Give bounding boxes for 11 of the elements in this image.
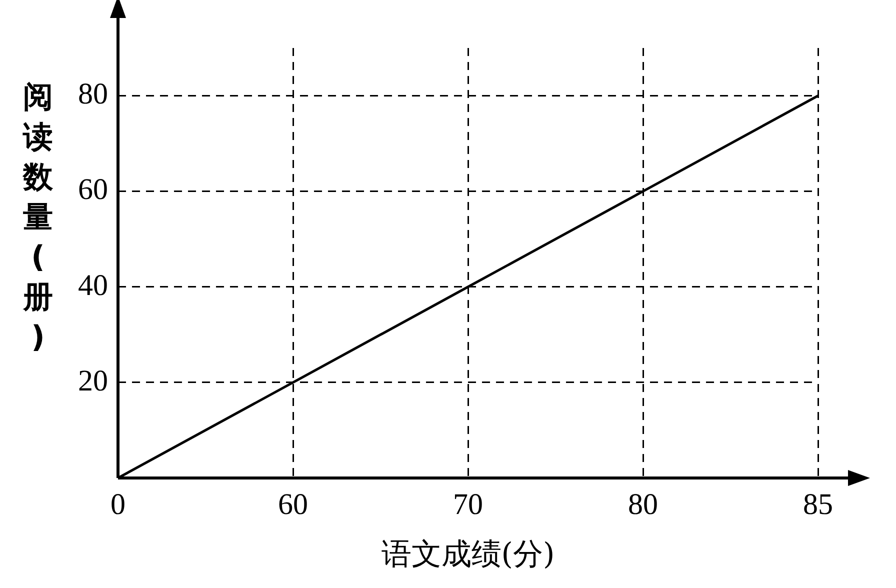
x-tick-label: 0 [110,488,126,521]
y-tick-label: 20 [78,364,108,398]
x-tick-label: 85 [803,488,833,521]
y-axis-title: 阅读数量(册) [22,79,54,357]
x-tick-label: 80 [628,488,658,521]
y-tick-label: 40 [78,268,108,302]
y-tick-label: 60 [78,173,108,206]
x-tick-label: 60 [278,488,308,521]
y-tick-label: 80 [78,78,108,111]
x-axis-title: 语文成绩(分) [381,536,555,572]
x-tick-label: 70 [453,488,483,521]
